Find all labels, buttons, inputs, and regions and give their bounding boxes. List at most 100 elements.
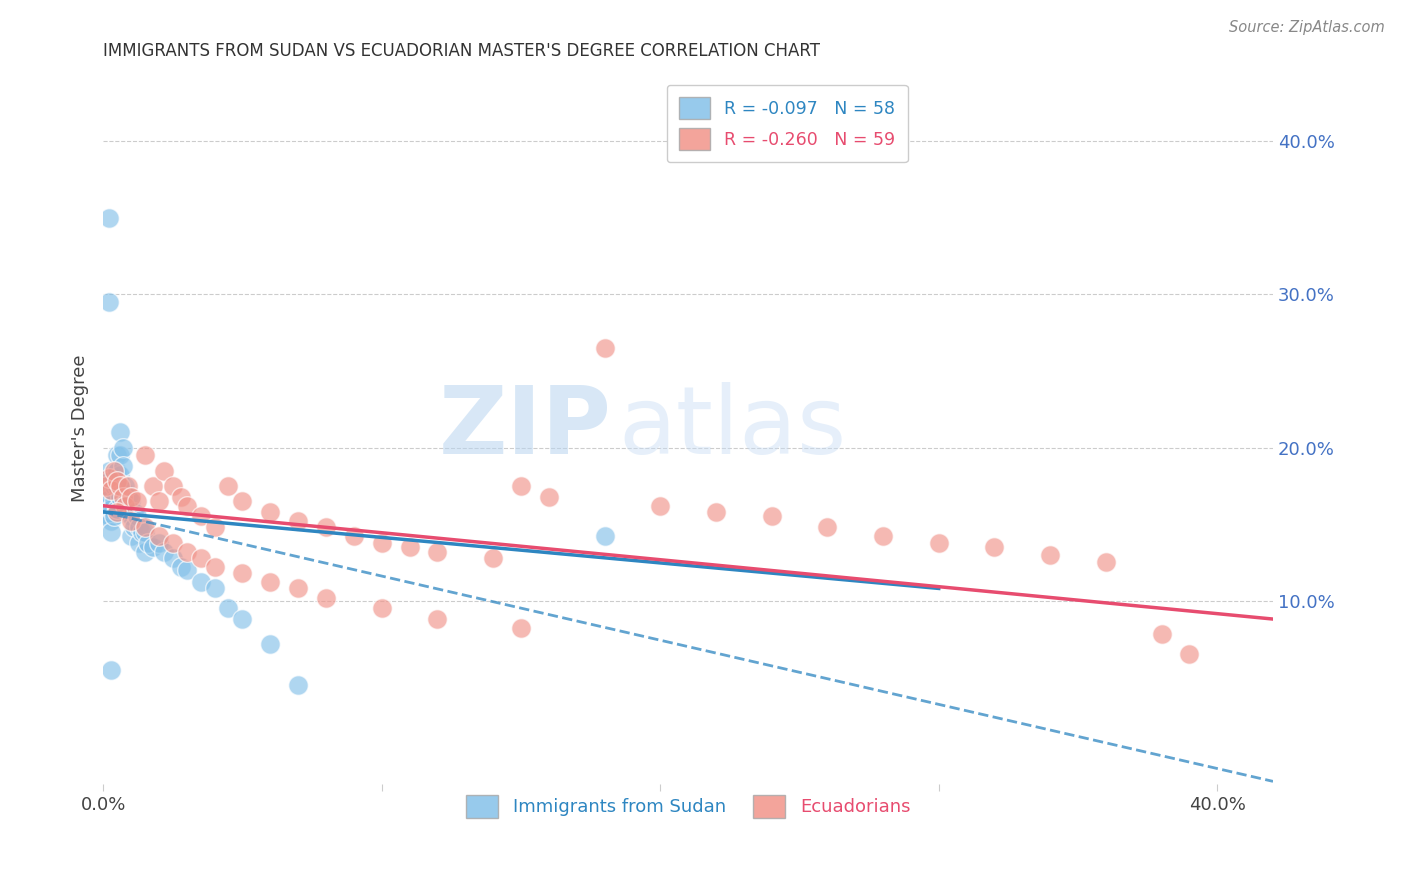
Point (231, 494, 253, 508)
Point (136, 535, 159, 549)
Point (1178, 647, 1201, 661)
Y-axis label: Master's Degree: Master's Degree (72, 355, 89, 502)
Point (153, 464, 176, 478)
Point (100, 524, 122, 539)
Point (105, 464, 128, 478)
Point (134, 524, 156, 539)
Point (97, 499, 120, 513)
Point (105, 475, 128, 489)
Point (100, 663, 122, 677)
Point (108, 479, 131, 493)
Point (103, 464, 125, 478)
Point (482, 550, 505, 565)
Point (100, 483, 122, 498)
Point (370, 535, 392, 549)
Point (111, 441, 134, 455)
Point (650, 499, 672, 513)
Point (872, 529, 894, 543)
Point (97, 475, 120, 489)
Point (97, 509, 120, 524)
Point (231, 566, 253, 581)
Point (259, 636, 281, 650)
Point (125, 509, 148, 524)
Point (259, 575, 281, 590)
Point (176, 544, 198, 558)
Point (125, 494, 148, 508)
Point (103, 494, 125, 508)
Point (94, 509, 117, 524)
Text: IMMIGRANTS FROM SUDAN VS ECUADORIAN MASTER'S DEGREE CORRELATION CHART: IMMIGRANTS FROM SUDAN VS ECUADORIAN MAST… (103, 42, 820, 60)
Point (108, 425, 131, 440)
Point (176, 563, 198, 577)
Point (426, 612, 449, 626)
Point (122, 505, 145, 519)
Point (170, 490, 193, 504)
Point (231, 612, 253, 626)
Point (287, 678, 309, 692)
Point (1150, 627, 1173, 641)
Point (162, 550, 184, 565)
Point (97, 211, 120, 225)
Point (114, 499, 136, 513)
Point (111, 458, 134, 473)
Point (120, 529, 142, 543)
Point (1095, 556, 1118, 570)
Point (134, 520, 156, 534)
Point (217, 479, 239, 493)
Point (114, 479, 136, 493)
Point (287, 582, 309, 596)
Point (94, 494, 117, 508)
Point (287, 514, 309, 528)
Point (100, 501, 122, 516)
Point (134, 448, 156, 462)
Point (105, 448, 128, 462)
Point (162, 535, 184, 549)
Point (108, 490, 131, 504)
Point (97, 471, 120, 485)
Point (148, 535, 170, 549)
Point (170, 560, 193, 574)
Point (103, 479, 125, 493)
Point (1039, 548, 1062, 562)
Point (94, 479, 117, 493)
Point (142, 479, 165, 493)
Point (398, 540, 420, 554)
Point (134, 544, 156, 558)
Point (593, 529, 616, 543)
Point (120, 509, 142, 524)
Point (315, 520, 337, 534)
Point (815, 520, 838, 534)
Point (148, 529, 170, 543)
Point (111, 483, 134, 498)
Point (105, 505, 128, 519)
Point (100, 514, 122, 528)
Point (100, 490, 122, 504)
Point (114, 499, 136, 513)
Point (190, 575, 212, 590)
Point (97, 483, 120, 498)
Point (94, 486, 117, 500)
Point (117, 490, 139, 504)
Text: Source: ZipAtlas.com: Source: ZipAtlas.com (1229, 20, 1385, 35)
Point (103, 509, 125, 524)
Point (108, 448, 131, 462)
Point (315, 591, 337, 605)
Point (148, 494, 170, 508)
Point (204, 582, 226, 596)
Point (131, 524, 153, 539)
Point (593, 341, 616, 355)
Point (370, 601, 392, 615)
Point (176, 499, 198, 513)
Point (510, 621, 533, 635)
Point (111, 490, 134, 504)
Point (142, 540, 165, 554)
Text: ZIP: ZIP (439, 383, 612, 475)
Point (120, 490, 142, 504)
Point (97, 295, 120, 310)
Point (120, 494, 142, 508)
Point (97, 464, 120, 478)
Point (117, 479, 139, 493)
Point (190, 550, 212, 565)
Point (761, 509, 783, 524)
Point (153, 544, 176, 558)
